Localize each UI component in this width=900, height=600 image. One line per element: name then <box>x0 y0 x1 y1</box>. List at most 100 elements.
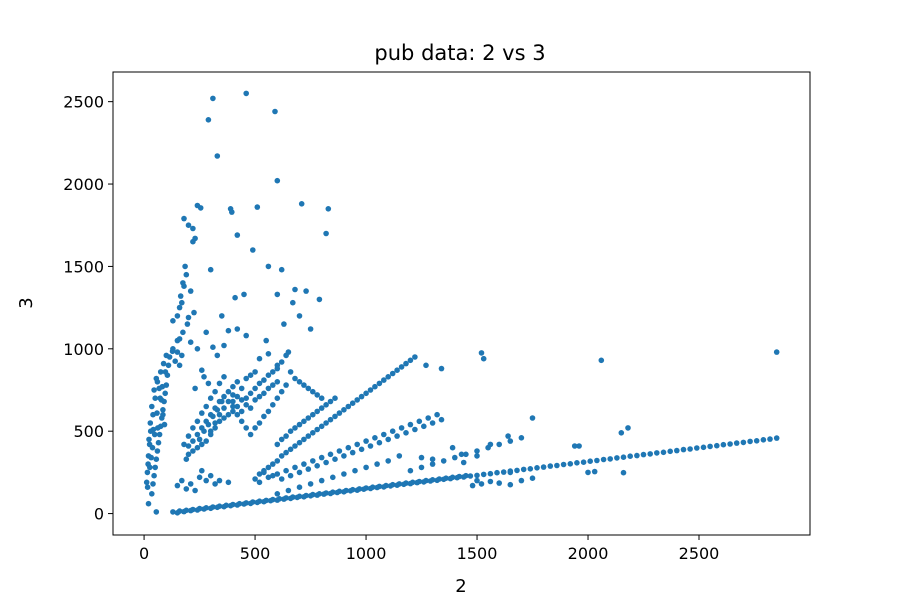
data-point <box>323 420 329 426</box>
data-point <box>221 374 227 380</box>
data-point <box>527 466 534 472</box>
data-point <box>580 459 587 466</box>
data-point <box>281 496 287 502</box>
data-point <box>773 435 780 441</box>
data-point <box>301 461 307 467</box>
data-point <box>234 232 241 238</box>
data-point <box>296 313 303 319</box>
data-point <box>287 428 294 435</box>
data-point <box>389 428 396 435</box>
data-point <box>361 486 367 493</box>
data-point <box>172 358 178 365</box>
data-point <box>332 413 338 420</box>
data-point <box>403 430 409 436</box>
data-point <box>191 309 197 316</box>
data-point <box>152 464 158 471</box>
data-point <box>292 286 298 293</box>
data-point <box>327 451 334 458</box>
data-point <box>287 446 294 453</box>
data-point <box>620 454 627 461</box>
data-point <box>292 443 298 449</box>
data-point <box>487 478 494 485</box>
data-point <box>212 425 218 431</box>
data-point <box>197 205 204 211</box>
data-point <box>234 379 241 385</box>
data-point <box>230 383 236 390</box>
data-point <box>214 504 221 511</box>
data-point <box>261 469 267 476</box>
data-point <box>252 385 258 392</box>
data-point <box>254 204 261 210</box>
data-point <box>243 425 249 431</box>
data-point <box>210 95 216 102</box>
data-point <box>207 266 214 273</box>
data-point <box>151 387 157 393</box>
data-point <box>247 405 254 411</box>
data-point <box>421 423 427 430</box>
data-point <box>296 439 303 446</box>
data-point <box>190 425 196 431</box>
data-point <box>296 379 303 385</box>
data-point <box>600 456 607 463</box>
data-point <box>591 468 598 475</box>
data-point <box>203 477 209 484</box>
data-point <box>505 433 511 439</box>
data-point <box>181 215 187 222</box>
data-point <box>199 425 205 431</box>
data-point <box>707 443 713 450</box>
data-point <box>296 484 303 491</box>
data-point <box>234 403 241 410</box>
data-point <box>292 464 298 471</box>
data-point <box>234 393 241 400</box>
data-point <box>345 403 352 410</box>
data-point <box>148 454 154 461</box>
data-point <box>216 398 223 405</box>
y-tick-label: 2000 <box>63 175 104 194</box>
data-point <box>194 444 201 451</box>
data-point <box>640 451 647 458</box>
data-point <box>166 354 173 360</box>
data-point <box>153 375 160 382</box>
data-point <box>212 405 218 411</box>
data-point <box>345 444 352 451</box>
data-point <box>152 395 158 402</box>
data-point <box>358 393 365 400</box>
data-point <box>207 472 214 479</box>
data-point <box>261 390 267 397</box>
data-point <box>318 405 325 411</box>
data-point <box>458 451 465 458</box>
data-point <box>250 247 256 253</box>
data-point <box>146 436 152 443</box>
data-point <box>349 400 356 407</box>
data-point <box>187 339 194 346</box>
data-point <box>554 462 560 469</box>
data-point <box>162 369 169 375</box>
data-point <box>740 439 747 446</box>
data-point <box>416 418 423 425</box>
data-point <box>747 438 753 445</box>
data-point <box>318 395 325 402</box>
data-point <box>179 352 185 359</box>
data-point <box>423 362 429 369</box>
data-point <box>323 230 329 237</box>
data-point <box>447 475 454 482</box>
data-point <box>733 440 740 446</box>
data-point <box>256 393 263 400</box>
y-tick-label: 1500 <box>63 257 104 276</box>
data-point <box>203 329 209 336</box>
data-point <box>274 395 281 402</box>
data-point <box>214 352 221 359</box>
data-point <box>354 397 361 403</box>
data-point <box>203 403 209 410</box>
data-point <box>485 444 491 451</box>
data-point <box>212 388 218 395</box>
data-point <box>238 408 245 415</box>
data-point <box>272 108 278 115</box>
data-point <box>157 369 164 375</box>
data-point <box>261 413 267 420</box>
data-point <box>634 452 640 459</box>
data-point <box>274 441 281 448</box>
data-point <box>256 479 263 486</box>
data-point <box>396 453 403 459</box>
data-point <box>265 385 272 392</box>
